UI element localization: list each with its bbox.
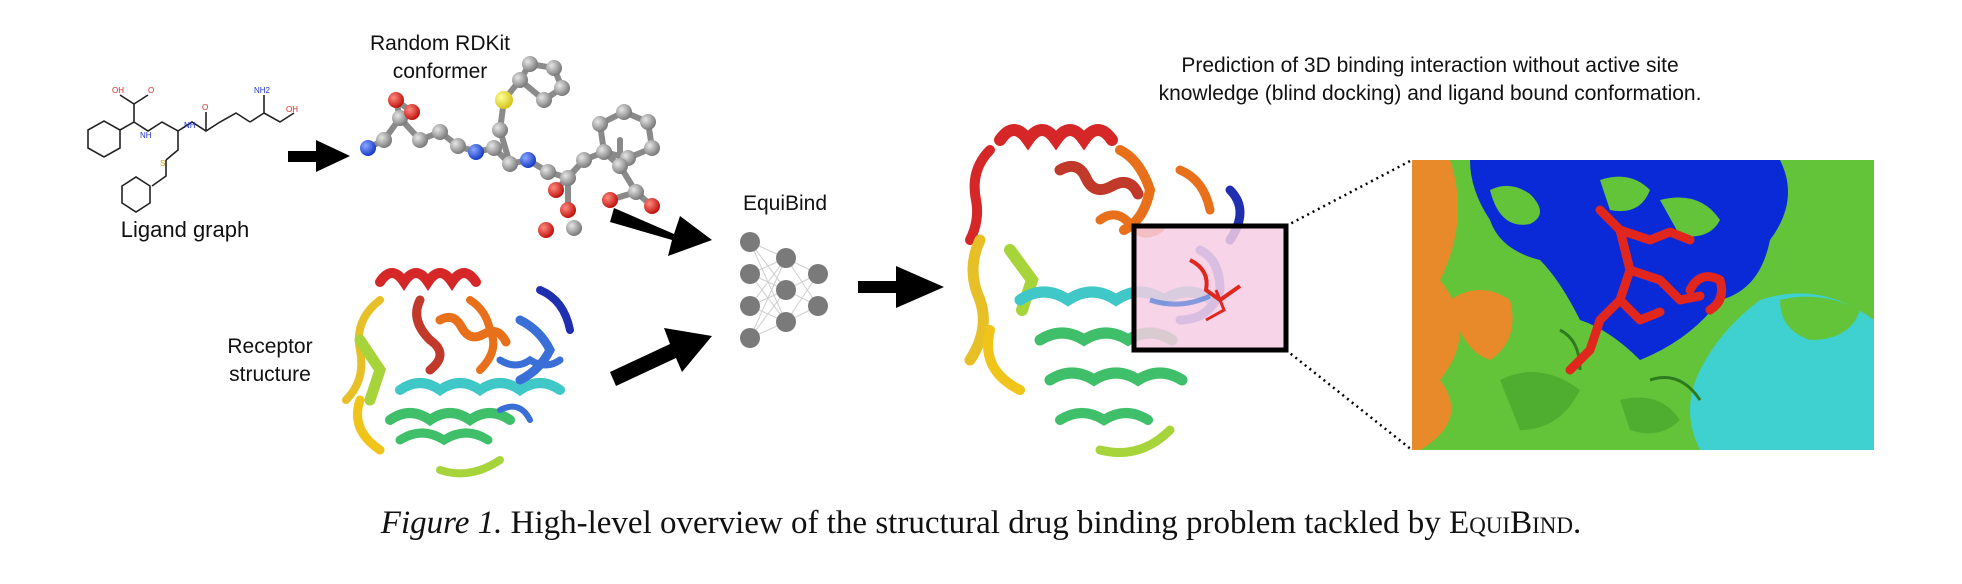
arrow-equibind-to-prediction: [858, 266, 944, 308]
zoom-lines: [1285, 158, 1413, 451]
binding-site-highlight: [1131, 223, 1289, 353]
atom-nh-2: NH: [184, 121, 196, 130]
caption-period: .: [1572, 505, 1582, 541]
rdkit-conformer-label-line2: conformer: [392, 60, 488, 83]
arrow-conformer-to-equibind: [610, 208, 712, 256]
arrow-ligand-to-conformer: [288, 140, 350, 172]
prediction-label-line1: Prediction of 3D binding interaction wit…: [1181, 54, 1679, 77]
atom-o-2: O: [202, 103, 208, 112]
prediction-label-line2: knowledge (blind docking) and ligand bou…: [1158, 82, 1702, 105]
main-chain: [119, 112, 251, 132]
equibind-network: [740, 232, 828, 348]
atom-nh-1: NH: [140, 131, 152, 140]
figure-number: Figure 1.: [380, 505, 503, 541]
caption-text: High-level overview of the structural dr…: [510, 505, 1441, 541]
caption-method-name: EquiBind: [1449, 505, 1573, 541]
arrow-receptor-to-equibind: [610, 328, 712, 386]
prediction-label: Prediction of 3D binding interaction wit…: [1080, 52, 1780, 108]
phenyl-ring-2: [121, 176, 151, 213]
atom-s: S: [160, 159, 165, 168]
receptor-protein: [342, 268, 574, 478]
docked-ligand: [1565, 205, 1727, 375]
ligand-graph-label: Ligand graph: [120, 217, 250, 242]
phenyl-ring-1: [87, 120, 121, 158]
atom-o-1: O: [148, 86, 154, 95]
atom-oh-1: OH: [112, 86, 124, 95]
rdkit-conformer-label-line1: Random RDKit: [369, 32, 511, 55]
receptor-structure-label: Receptor structure: [200, 333, 340, 389]
figure-caption: Figure 1. High-level overview of the str…: [0, 505, 1962, 542]
receptor-structure-label-line1: Receptor: [227, 335, 313, 358]
atom-nh2: NH2: [254, 86, 271, 95]
ligand-graph-structure: [87, 94, 295, 213]
zoomed-surface: [1412, 160, 1874, 450]
receptor-structure-label-line2: structure: [229, 363, 311, 386]
rdkit-conformer-label: Random RDKit conformer: [350, 30, 530, 86]
ligand-atom-labels: OH O NH NH S O NH2 OH: [112, 86, 298, 168]
rdkit-conformer: [360, 56, 660, 238]
equibind-label: EquiBind: [742, 192, 828, 215]
atom-oh-2: OH: [286, 105, 298, 114]
